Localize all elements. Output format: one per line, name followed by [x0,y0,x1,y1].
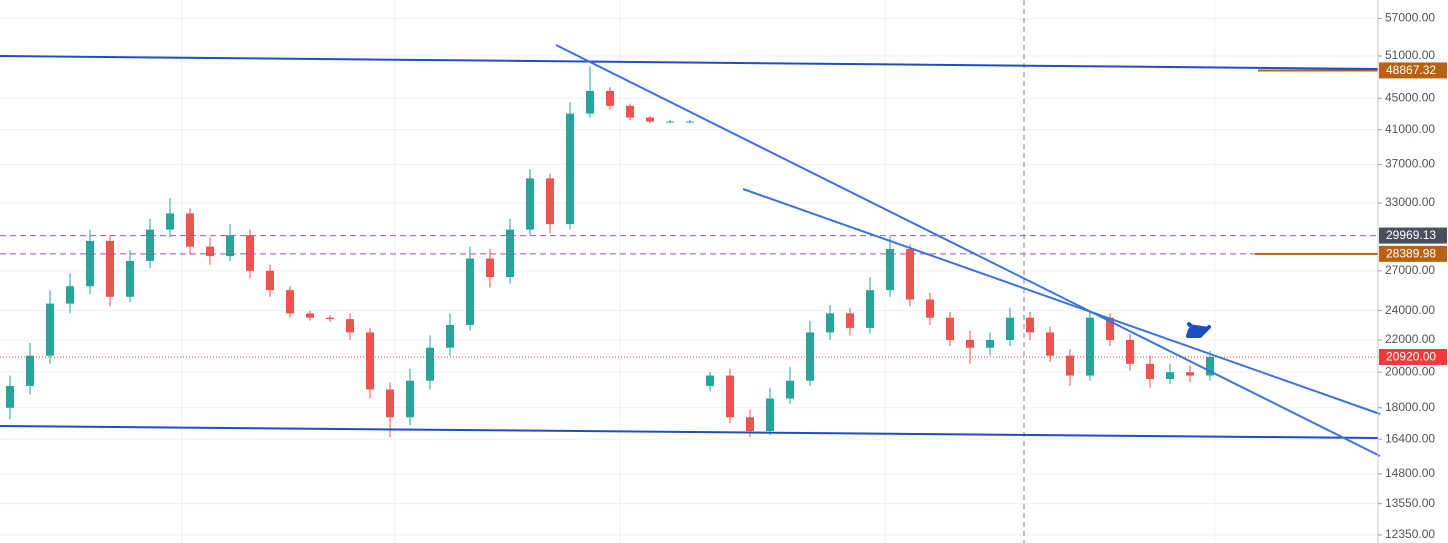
candle-body [966,339,974,348]
candle-body [326,317,334,320]
y-tick-label: 12350.00 [1385,527,1435,541]
y-tick-label: 37000.00 [1385,157,1435,171]
candle-body [146,229,154,261]
price-label: 20920.00 [1386,350,1436,364]
candle-body [926,299,934,318]
candle-body [606,90,614,106]
candle-body [546,178,554,225]
candle-body [1106,317,1114,340]
price-label: 29969.13 [1386,228,1436,242]
candle-body [366,332,374,390]
candle-body [1046,332,1054,356]
candle-body [206,246,214,257]
candle-body [986,339,994,348]
candle-body [766,398,774,432]
candle-body [706,375,714,386]
price-label: 28389.98 [1386,247,1436,261]
candle-body [686,121,694,123]
trendline [0,425,1379,439]
y-tick-label: 16400.00 [1385,431,1435,445]
y-tick-label: 20000.00 [1385,364,1435,378]
y-tick-label: 33000.00 [1385,195,1435,209]
y-tick-label: 51000.00 [1385,48,1435,62]
candle-body [246,235,254,271]
candle-body [286,290,294,314]
candle-body [66,286,74,304]
y-tick-label: 41000.00 [1385,122,1435,136]
price-label-box [1379,227,1447,244]
candle-body [186,213,194,247]
candle-body [746,417,754,432]
trendline [742,188,1381,415]
trendline [555,44,1381,457]
candle-body [1006,317,1014,340]
candle-body [346,319,354,333]
candle-body [566,113,574,225]
candle-body [106,240,114,297]
candle-body [166,213,174,230]
candle-body [726,375,734,418]
candle-body [86,240,94,287]
candle-body [1166,372,1174,379]
y-tick-label: 18000.00 [1385,400,1435,414]
candle-body [526,178,534,230]
candle-body [26,355,34,386]
candle-body [1066,355,1074,376]
candle-body [1206,356,1214,376]
candle-body [446,324,454,348]
candle-body [1186,372,1194,376]
y-tick-label: 45000.00 [1385,90,1435,104]
candle-body [306,313,314,318]
candle-body [386,389,394,418]
candle-body [406,380,414,418]
price-label-box [1379,245,1447,262]
price-axis: 57000.00 51000.00 45000.00 41000.00 37000.00… [1378,11,1447,541]
candle-body [886,249,894,291]
candle-body [1026,317,1034,333]
marks [0,66,1378,438]
candle-body [486,258,494,278]
candle-body [266,270,274,291]
arrow-icon [1186,322,1211,338]
candle-body [6,385,14,408]
grid [0,0,1378,543]
price-label-box [1379,348,1447,365]
drawings [0,0,1381,543]
price-label-box [1379,62,1447,79]
y-tick-label: 24000.00 [1385,303,1435,317]
candle-body [906,249,914,300]
candle-body [466,258,474,325]
candle-body [826,313,834,333]
candle-body [226,235,234,257]
y-tick-label: 27000.00 [1385,263,1435,277]
candle-body [1146,363,1154,379]
trendline [0,55,1379,70]
candle-body [1086,317,1094,376]
candle-body [426,347,434,381]
candle-body [946,317,954,340]
y-tick-label: 14800.00 [1385,466,1435,480]
candle-body [1126,339,1134,364]
candle-body [646,117,654,122]
candle-body [126,260,134,297]
price-label: 48867.32 [1386,63,1436,77]
y-tick-label: 22000.00 [1385,332,1435,346]
y-tick-label: 57000.00 [1385,11,1435,25]
y-tick-label: 13550.00 [1385,496,1435,510]
candle-body [626,105,634,118]
candle-body [666,121,674,123]
candle-body [46,303,54,356]
candle-body [866,290,874,328]
candle-body [846,313,854,328]
candle-body [586,90,594,114]
candle-body [786,380,794,399]
